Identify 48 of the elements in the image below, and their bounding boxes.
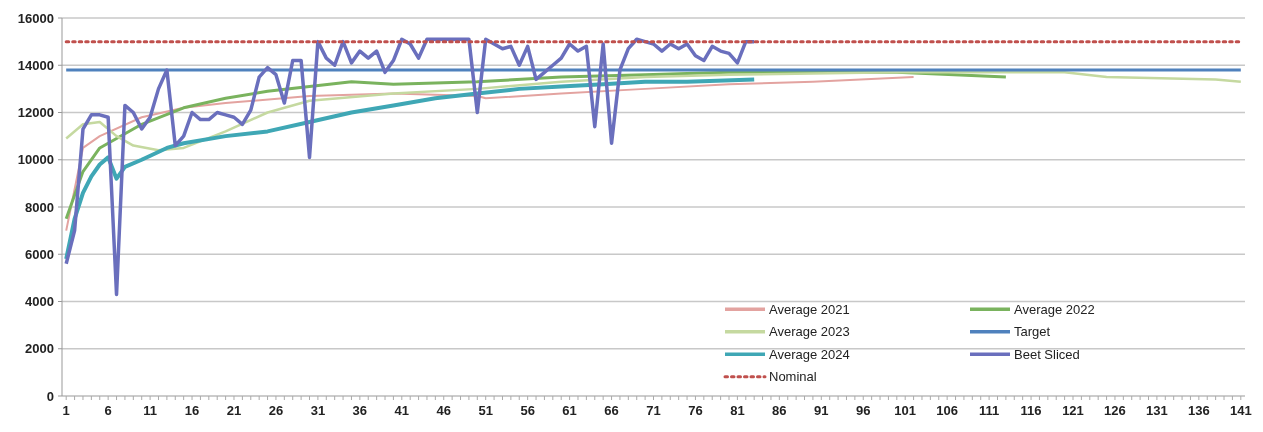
x-tick-label: 41 [394,403,410,418]
x-tick-label: 6 [104,403,112,418]
legend-label: Target [1014,324,1051,340]
x-tick-label: 141 [1229,403,1252,418]
legend-label: Nominal [769,369,817,385]
y-tick-label: 14000 [17,57,54,73]
x-tick-label: 11 [143,403,157,418]
x-tick-label: 86 [772,403,787,418]
x-tick-label: 36 [352,403,368,418]
y-tick-label: 10000 [17,152,54,168]
x-tick-label: 121 [1062,403,1084,418]
y-tick-label: 4000 [25,294,54,309]
y-tick-label: 6000 [25,246,54,262]
y-tick-label: 12000 [17,105,54,120]
x-tick-label: 46 [436,403,451,418]
x-tick-label: 16 [184,403,200,418]
x-tick-label: 76 [688,403,703,418]
legend-label: Average 2024 [769,346,850,362]
x-tick-label: 71 [646,403,661,418]
x-tick-label: 21 [226,403,242,418]
x-tick-label: 136 [1188,403,1210,418]
x-tick-label: 126 [1104,403,1126,418]
x-tick-label: 91 [814,403,829,418]
x-tick-label: 96 [856,403,871,418]
legend-label: Average 2022 [1014,301,1095,317]
y-tick-label: 2000 [25,341,54,357]
x-tick-label: 101 [894,403,917,418]
y-tick-label: 8000 [25,199,54,215]
x-tick-label: 111 [978,403,1000,418]
x-tick-label: 81 [730,403,745,418]
legend-label: Average 2021 [769,301,850,317]
y-tick-label: 0 [46,388,54,404]
x-tick-label: 26 [268,403,284,418]
line-series [64,37,756,297]
x-tick-label: 106 [936,403,958,418]
line-series [65,76,915,232]
x-tick-label: 56 [520,403,535,418]
legend-label: Beet Sliced [1014,346,1080,362]
x-tick-label: 131 [1146,403,1168,418]
x-tick-label: 66 [604,403,619,418]
y-tick-label: 16000 [17,10,54,26]
legend-label: Average 2023 [769,324,850,340]
line-series [64,71,1243,152]
x-tick-label: 51 [478,403,493,418]
x-tick-label: 61 [562,403,577,418]
x-tick-label: 31 [310,403,326,418]
x-tick-label: 116 [1020,403,1042,418]
x-tick-label: 1 [62,403,70,418]
